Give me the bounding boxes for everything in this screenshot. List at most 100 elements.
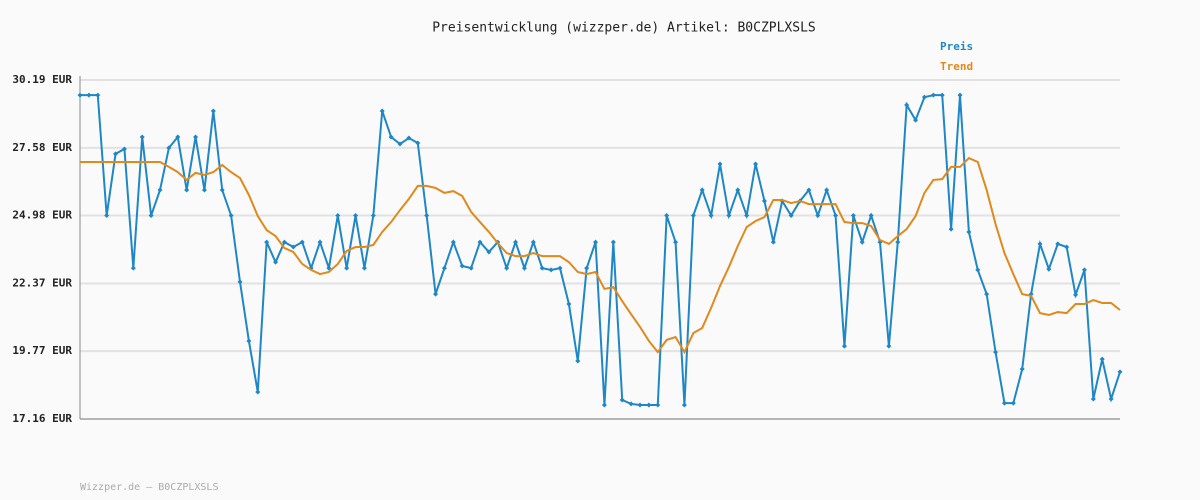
point-marker [335, 213, 341, 219]
point-marker [690, 213, 696, 219]
point-marker [575, 358, 581, 364]
point-marker [86, 92, 92, 98]
point-marker [459, 263, 465, 269]
point-marker [477, 239, 483, 245]
point-marker [210, 108, 216, 114]
point-marker [815, 213, 821, 219]
point-marker [664, 213, 670, 219]
point-marker [353, 213, 359, 219]
point-marker [1001, 400, 1007, 406]
point-marker [157, 187, 163, 193]
point-marker [379, 108, 385, 114]
point-marker [219, 187, 225, 193]
point-marker [1055, 241, 1061, 247]
point-marker [637, 402, 643, 408]
point-marker [708, 213, 714, 219]
point-marker [521, 265, 527, 271]
point-marker [397, 141, 403, 147]
point-marker [1117, 369, 1123, 375]
point-marker [264, 239, 270, 245]
y-tick-label: 24.98 EUR [12, 209, 72, 222]
point-marker [726, 213, 732, 219]
point-marker [921, 94, 927, 100]
point-marker [699, 187, 705, 193]
point-marker [193, 134, 199, 140]
point-marker [104, 213, 110, 219]
point-marker [130, 265, 136, 271]
point-marker [788, 213, 794, 219]
point-marker [717, 161, 723, 167]
point-marker [975, 267, 981, 273]
point-marker [317, 239, 323, 245]
point-marker [744, 213, 750, 219]
point-marker [824, 187, 830, 193]
point-marker [281, 239, 287, 245]
point-marker [513, 239, 519, 245]
point-marker [237, 279, 243, 285]
point-marker [95, 92, 101, 98]
point-marker [833, 213, 839, 219]
point-marker [913, 117, 919, 123]
point-marker [557, 265, 563, 271]
point-marker [948, 226, 954, 232]
point-marker [113, 151, 119, 157]
point-marker [806, 187, 812, 193]
point-marker [886, 343, 892, 349]
point-marker [1081, 267, 1087, 273]
point-marker [1046, 266, 1052, 272]
point-marker [957, 92, 963, 98]
point-marker [1090, 396, 1096, 402]
point-marker [121, 146, 127, 152]
point-marker [930, 92, 936, 98]
y-tick-label: 19.77 EUR [12, 344, 72, 357]
point-marker [655, 402, 661, 408]
point-marker [673, 239, 679, 245]
y-tick-label: 22.37 EUR [12, 276, 72, 289]
point-marker [619, 397, 625, 403]
point-marker [326, 265, 332, 271]
point-marker [868, 213, 874, 219]
point-marker [993, 349, 999, 355]
point-marker [468, 265, 474, 271]
point-marker [246, 338, 252, 344]
point-marker [1037, 241, 1043, 247]
point-marker [610, 239, 616, 245]
point-marker [255, 389, 261, 395]
point-marker [593, 239, 599, 245]
point-marker [895, 239, 901, 245]
point-marker [77, 92, 83, 98]
point-marker [299, 239, 305, 245]
point-marker [1108, 396, 1114, 402]
point-marker [361, 265, 367, 271]
point-marker [139, 134, 145, 140]
point-marker [175, 134, 181, 140]
footer: Wizzper.de – B0CZPLXSLS [80, 482, 218, 493]
point-marker [770, 239, 776, 245]
point-marker [859, 239, 865, 245]
point-marker [966, 229, 972, 235]
point-marker [415, 140, 421, 146]
legend-label: Trend [940, 60, 973, 73]
point-marker [601, 402, 607, 408]
point-marker [1019, 366, 1025, 372]
point-marker [344, 265, 350, 271]
point-marker [539, 265, 545, 271]
point-marker [566, 301, 572, 307]
point-marker [984, 291, 990, 297]
point-marker [433, 291, 439, 297]
point-marker [735, 187, 741, 193]
legend-label: Preis [940, 40, 973, 53]
point-marker [939, 92, 945, 98]
point-marker [486, 249, 492, 255]
point-marker [753, 161, 759, 167]
point-marker [1099, 356, 1105, 362]
point-marker [290, 244, 296, 250]
point-marker [228, 213, 234, 219]
point-marker [1010, 400, 1016, 406]
point-marker [406, 135, 412, 141]
point-marker [1064, 244, 1070, 250]
point-marker [166, 145, 172, 151]
point-marker [273, 259, 279, 265]
series-line [80, 156, 1121, 355]
